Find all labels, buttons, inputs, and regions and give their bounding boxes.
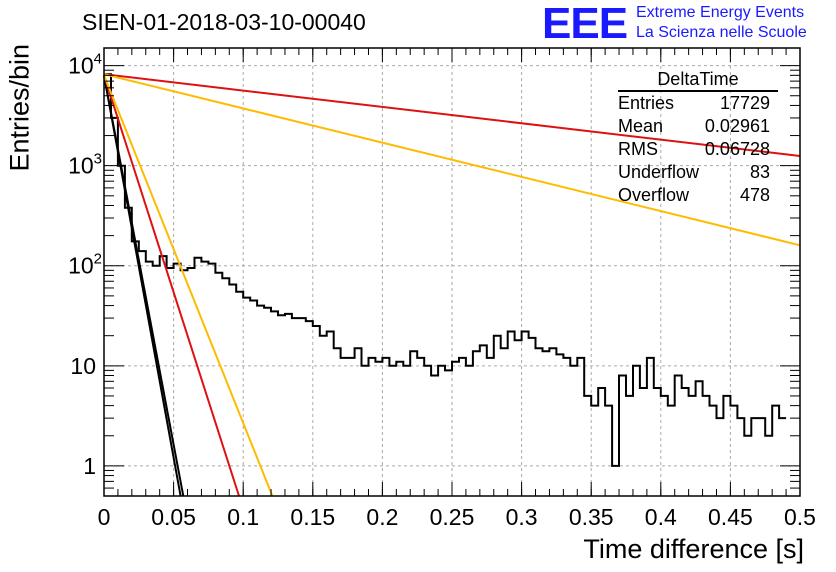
stats-row: RMS 0.06728 (612, 138, 778, 161)
chart-title: SIEN-01-2018-03-10-00040 (82, 9, 366, 35)
y-tick-label: 10 (70, 353, 96, 379)
y-tick-exponent: 4 (94, 51, 102, 68)
y-tick-label: 104 (68, 51, 102, 79)
x-tick-label: 0.2 (366, 504, 398, 530)
x-tick-label: 0.35 (569, 504, 614, 530)
stats-label: Underflow (618, 162, 700, 182)
x-tick-label: 0.4 (645, 504, 677, 530)
x-tick-labels: 0 0.05 0.1 0.15 0.2 0.25 0.3 0.35 0.4 0.45 0.5 (98, 504, 816, 530)
stats-value: 478 (739, 185, 770, 205)
stats-row: Entries 17729 (612, 92, 778, 115)
stats-label: RMS (618, 139, 658, 159)
y-tick-base: 1 (83, 453, 96, 479)
stats-value: 0.06728 (704, 139, 770, 159)
x-tick-label: 0.45 (708, 504, 753, 530)
y-tick-exponent: 3 (94, 151, 102, 168)
eee-logo: EEE (542, 0, 628, 48)
y-tick-label: 102 (68, 251, 102, 279)
y-tick-base: 10 (68, 153, 94, 179)
stats-title: DeltaTime (618, 68, 778, 92)
y-tick-base: 10 (68, 53, 94, 79)
fit-line (103, 73, 801, 157)
logo-subtitle-1: Extreme Energy Events (636, 4, 805, 21)
stats-value: 0.02961 (704, 116, 770, 136)
x-tick-label: 0.15 (290, 504, 335, 530)
stats-box: DeltaTime Entries 17729 Mean 0.02961 RMS 0.… (612, 68, 778, 207)
x-tick-label: 0 (98, 504, 111, 530)
y-tick-exponent: 2 (94, 251, 102, 268)
stats-label: Entries (618, 93, 675, 113)
y-tick-label: 103 (68, 151, 102, 179)
logo-subtitle-2: La Scienza nelle Scuole (636, 24, 807, 41)
x-tick-label: 0.3 (506, 504, 538, 530)
fit-line (103, 74, 274, 497)
stats-row: Underflow 83 (612, 161, 778, 184)
stats-row: Overflow 478 (612, 184, 778, 207)
fit-lines-layer (103, 73, 801, 497)
y-tick-base: 10 (68, 253, 94, 279)
y-tick-label: 1 (83, 453, 96, 479)
stats-value: 17729 (719, 93, 770, 113)
x-tick-label: 0.25 (430, 504, 475, 530)
x-tick-label: 0.05 (151, 504, 196, 530)
stats-label: Overflow (618, 185, 690, 205)
fit-line (103, 74, 240, 497)
fit-line (103, 73, 801, 247)
fit-line (103, 75, 182, 497)
histogram-layer (104, 73, 787, 467)
stats-row: Mean 0.02961 (612, 115, 778, 138)
stats-label: Mean (618, 116, 664, 136)
axis-ticks (103, 48, 801, 497)
x-tick-label: 0.1 (227, 504, 259, 530)
stats-value: 83 (749, 162, 770, 182)
y-axis-label: Entries/bin (4, 43, 35, 172)
x-tick-label: 0.5 (784, 504, 816, 530)
histogram-outline (104, 73, 787, 467)
x-axis-label: Time difference [s] (583, 534, 804, 564)
y-tick-base: 10 (70, 353, 96, 379)
